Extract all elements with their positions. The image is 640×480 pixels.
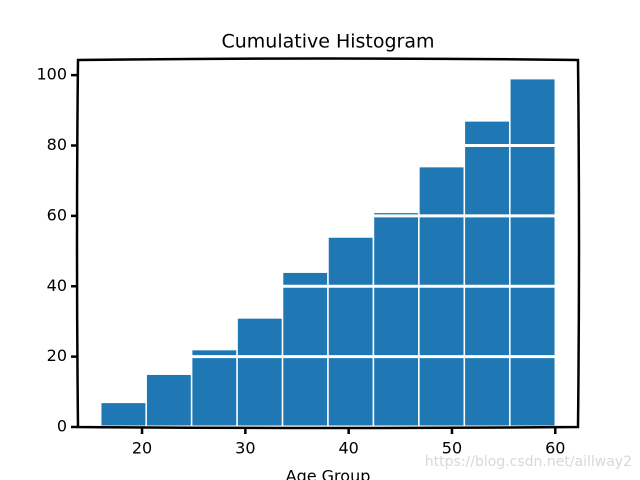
x-axis-label: Age Group [286, 467, 371, 480]
x-tick-label: 50 [442, 439, 462, 458]
x-tick-label: 60 [545, 439, 565, 458]
bar [327, 236, 375, 428]
bar [236, 317, 284, 428]
y-tick-label: 40 [47, 276, 67, 295]
bar [99, 401, 147, 428]
x-tick-label: 20 [132, 439, 152, 458]
y-tick-label: 20 [47, 346, 67, 365]
bar [372, 211, 420, 428]
y-tick-label: 80 [47, 135, 67, 154]
watermark: https://blog.csdn.net/aillway2 [425, 454, 632, 470]
y-tick-label: 100 [36, 65, 67, 84]
bar [190, 348, 238, 428]
bar [463, 120, 511, 428]
bar [145, 373, 193, 428]
y-tick-label: 60 [47, 205, 67, 224]
axes-frame [75, 57, 581, 430]
x-tick-label: 40 [338, 439, 358, 458]
chart-title: Cumulative Histogram [221, 31, 434, 53]
x-tick-label: 30 [235, 439, 255, 458]
bar [509, 77, 557, 428]
bar [418, 165, 466, 428]
y-tick-label: 0 [57, 417, 67, 436]
bar [281, 271, 329, 428]
